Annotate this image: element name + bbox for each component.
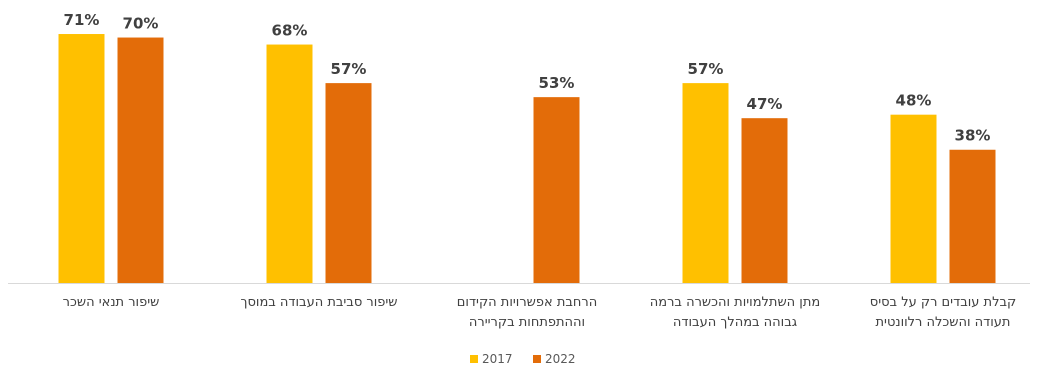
- data-label-2022-4: 47%: [747, 95, 783, 113]
- data-label-2022-5: 38%: [955, 127, 991, 145]
- legend-swatch-2022: [533, 355, 541, 363]
- data-label-2017-5: 48%: [896, 92, 932, 110]
- data-label-2022-3: 53%: [539, 74, 575, 92]
- legend-label-2022: 2022: [545, 352, 576, 366]
- bar-2022-3: [533, 97, 580, 283]
- category-label-5-line-2: תעודה והשכלה רלוונטית: [876, 315, 1011, 330]
- bar-2017-2: [266, 44, 313, 284]
- bar-2022-1: [117, 37, 164, 284]
- category-label-4-line-1: מתן השתלמויות והכשרה ברמה: [650, 295, 820, 310]
- category-label-4-line-2: גבוהה במהלך העבודה: [673, 315, 797, 330]
- data-label-2017-1: 71%: [64, 11, 100, 29]
- data-label-2017-4: 57%: [688, 60, 724, 78]
- data-label-2022-2: 57%: [331, 60, 367, 78]
- legend-swatch-2017: [470, 355, 478, 363]
- category-label-3-line-1: הרחבת אפשרויות הקידום: [457, 295, 597, 310]
- category-label-3-line-2: וההתפתחות בקריירה: [469, 315, 585, 330]
- bar-2022-2: [325, 83, 372, 284]
- legend-label-2017: 2017: [482, 352, 513, 366]
- bar-2017-1: [58, 34, 105, 283]
- data-label-2017-2: 68%: [272, 22, 308, 40]
- category-label-5-line-1: קבלת עובדים רק על בסיס: [870, 295, 1016, 310]
- bar-2017-5: [890, 114, 937, 284]
- bar-2022-5: [949, 149, 996, 283]
- bar-2017-4: [682, 83, 729, 284]
- category-label-1-line-1: שיפור תנאי השכר: [63, 295, 160, 310]
- data-label-2022-1: 70%: [123, 15, 159, 33]
- category-label-2-line-1: שיפור סביבת העבודה במוסך: [240, 295, 397, 310]
- bar-2022-4: [741, 118, 788, 283]
